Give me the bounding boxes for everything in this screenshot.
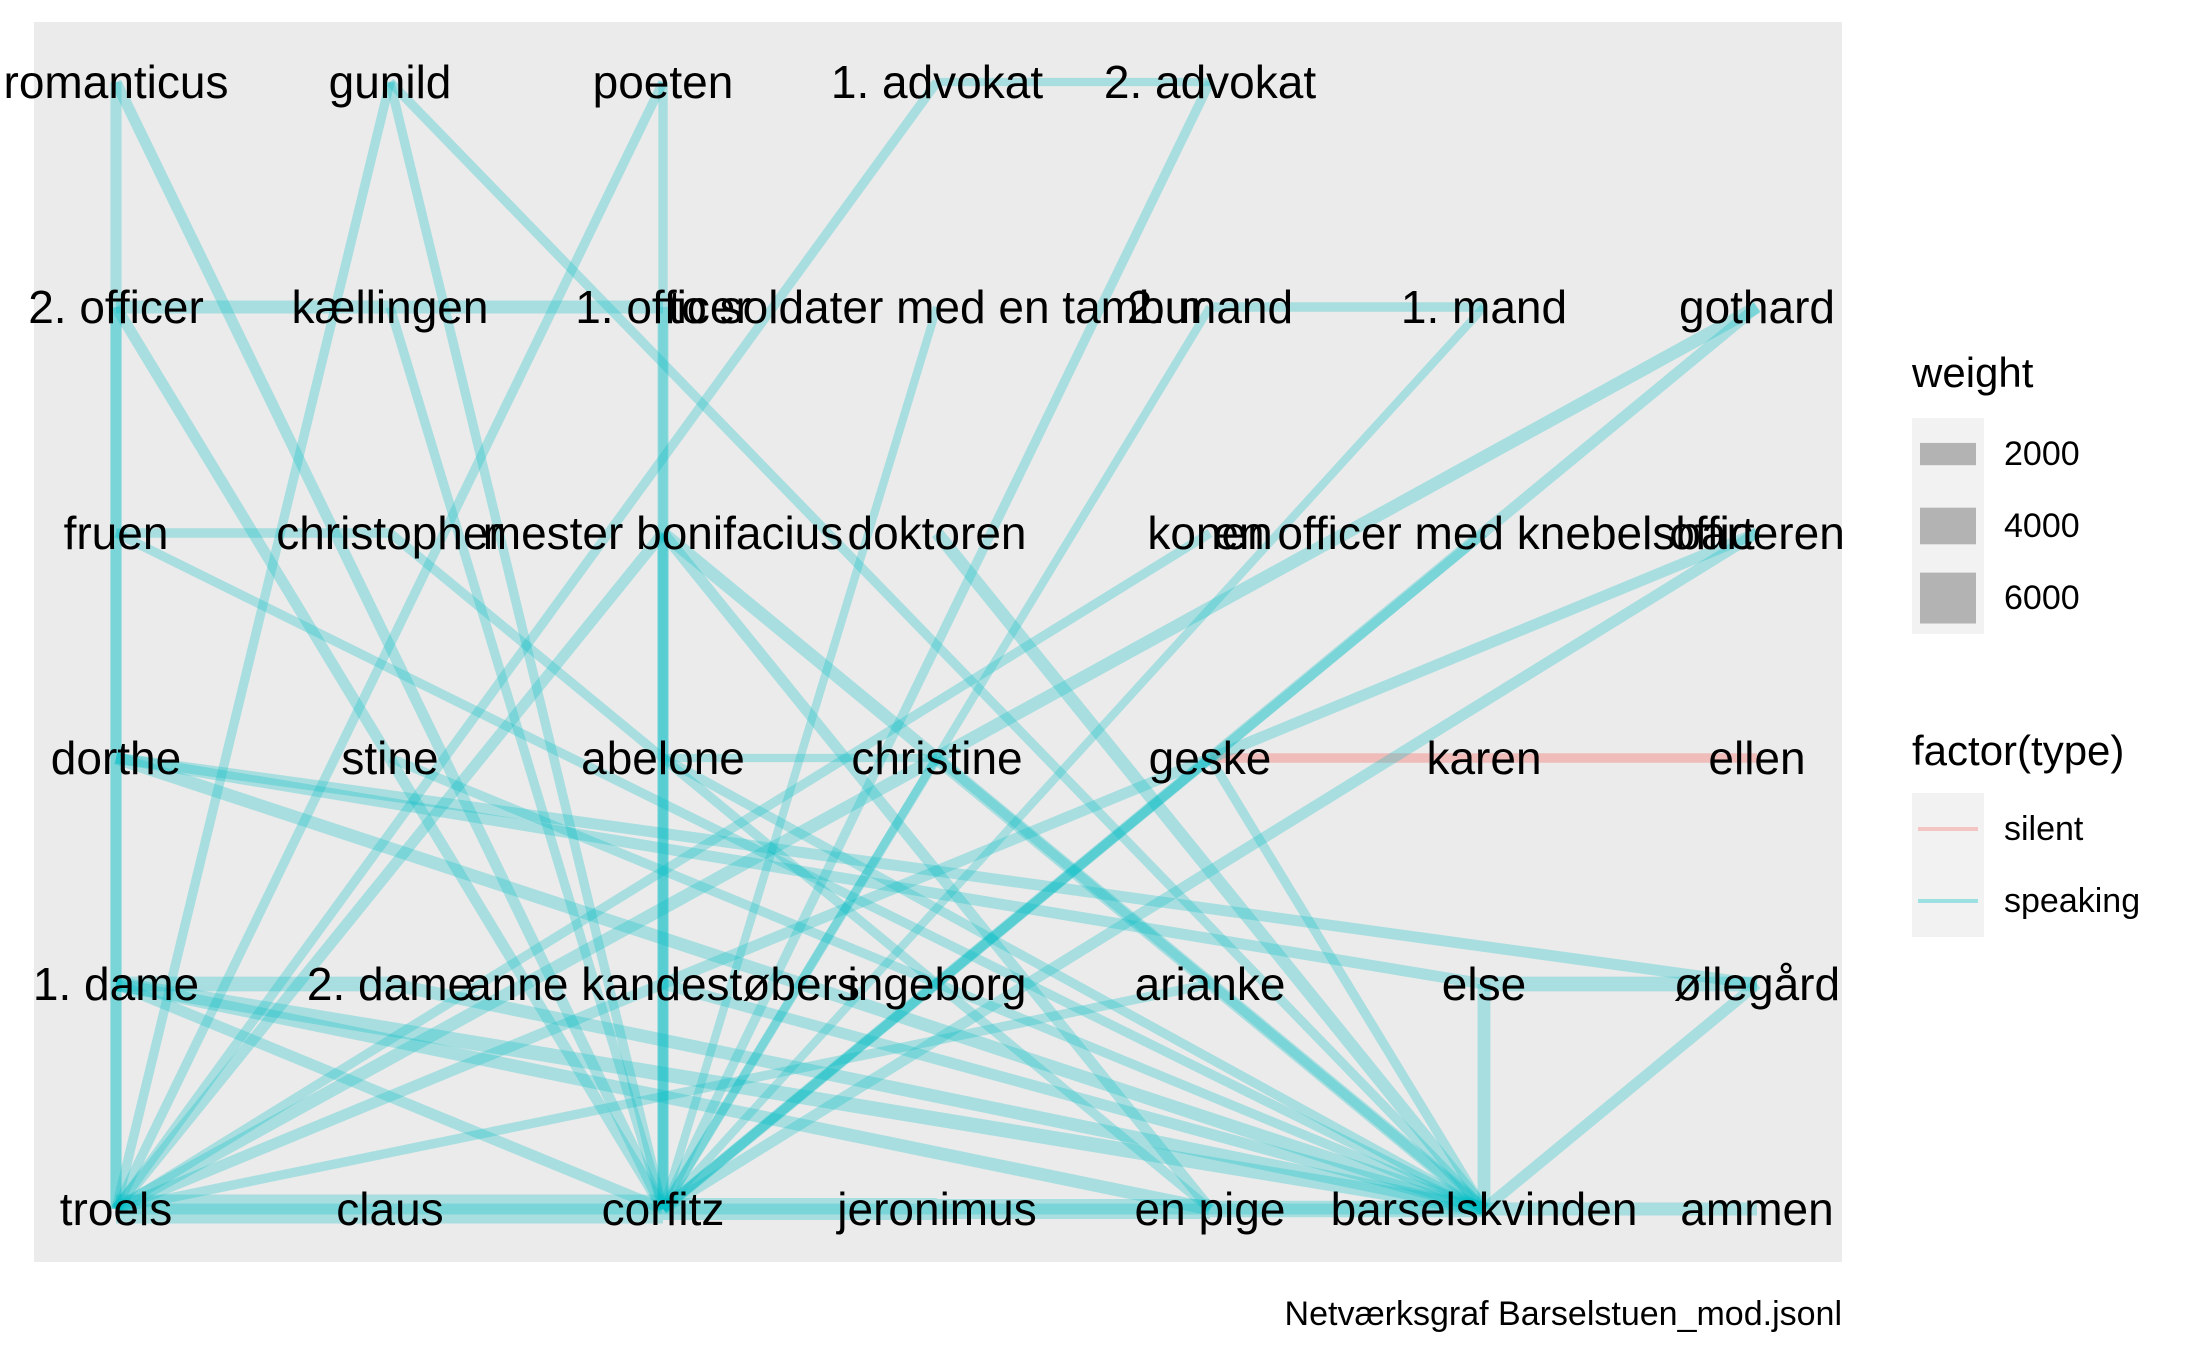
node-soldater: to soldater med en tambur — [669, 281, 1206, 333]
edge-gunild-troels — [111, 80, 395, 1211]
node-dorthe: dorthe — [51, 732, 181, 784]
edge-dame1-corfitz — [113, 978, 666, 1215]
node-kaellingen: kællingen — [292, 281, 489, 333]
graph-caption: Netværksgraf Barselstuen_mod.jsonl — [1285, 1295, 1842, 1333]
edge-dame1-pige — [114, 977, 1212, 1216]
edge-abelone-barselskvinden — [660, 753, 1487, 1214]
node-dame1: 1. dame — [33, 958, 199, 1010]
type-legend-label: silent — [2004, 810, 2084, 848]
node-gothard: gothard — [1679, 281, 1835, 333]
node-mand2: 2. mand — [1127, 281, 1293, 333]
node-fruen: fruen — [64, 507, 169, 559]
edge-arianke-troels — [115, 979, 1211, 1214]
node-dame2: 2. dame — [307, 958, 473, 1010]
node-doktoren: doktoren — [847, 507, 1026, 559]
edge-advokat2-corfitz — [658, 79, 1215, 1212]
weight-legend-label: 4000 — [2004, 507, 2080, 545]
weight-key-2000 — [1920, 442, 1976, 466]
edge-geske-barselskvinden — [1205, 755, 1489, 1212]
node-anne: anne kandestøbers — [466, 958, 860, 1010]
edge-christine-barselskvinden — [934, 754, 1487, 1213]
edge-gothard-corfitz — [659, 302, 1761, 1214]
weight-legend: weight 2000 4000 6000 — [1911, 349, 2080, 634]
edge-poeten-troels — [111, 79, 668, 1212]
node-ollegard: øllegård — [1674, 958, 1840, 1010]
node-advokat1: 1. advokat — [831, 56, 1043, 108]
node-else: else — [1442, 958, 1526, 1010]
node-layer: romanticus gunild poeten 1. advokat 2. advok… — [4, 56, 1845, 1235]
plot-panel — [34, 22, 1842, 1262]
edge-christine-corfitz — [658, 755, 942, 1212]
edge-layer — [110, 77, 1761, 1224]
type-legend: factor(type) silent speaking — [1912, 727, 2140, 937]
edge-gunild-corfitz — [385, 80, 668, 1211]
edge-gothard-troels — [112, 301, 1761, 1215]
edge-advokat1-troels — [112, 79, 941, 1212]
edge-dorthe-ollegard — [115, 752, 1758, 990]
node-officeren: officeren — [1669, 507, 1845, 559]
node-romanticus: romanticus — [4, 56, 229, 108]
edge-christopher-pige — [387, 529, 1213, 1213]
edge-soldater-corfitz — [659, 305, 941, 1211]
edge-kaellingen-corfitz — [385, 305, 668, 1211]
node-gunild: gunild — [329, 56, 452, 108]
type-legend-key-background — [1912, 793, 1984, 937]
edge-mand1-corfitz — [659, 304, 1488, 1212]
edge-dorthe-else — [115, 752, 1485, 990]
edge-romanticus-corfitz — [111, 79, 668, 1212]
node-karen: karen — [1426, 732, 1541, 784]
node-knebelsbart: en officer med knebelsbart — [1213, 507, 1754, 559]
edge-bonifacius-troels — [111, 529, 668, 1213]
edge-ollegard-barselskvinden — [1480, 979, 1761, 1214]
node-jeronimus: jeronimus — [835, 1183, 1036, 1235]
edge-officer2-corfitz — [111, 304, 668, 1212]
node-officer1: 1. officer — [575, 281, 751, 333]
weight-key-6000 — [1920, 572, 1976, 624]
weight-legend-title: weight — [1911, 349, 2034, 396]
node-geske: geske — [1149, 732, 1272, 784]
weight-legend-label: 2000 — [2004, 435, 2080, 473]
edge-officeren-corfitz — [660, 528, 1760, 1214]
weight-legend-label: 6000 — [2004, 579, 2080, 617]
edge-doktoren-barselskvinden — [931, 528, 1490, 1214]
edge-bonifacius-pige — [658, 529, 1215, 1213]
edge-dame1-barselskvinden — [114, 976, 1486, 1217]
node-ellen: ellen — [1708, 732, 1805, 784]
edge-dorthe-barselskvinden — [113, 751, 1487, 1216]
node-bonifacius: mester bonifacius — [483, 507, 844, 559]
edge-anne-barselskvinden — [661, 978, 1486, 1215]
node-pige: en pige — [1135, 1183, 1286, 1235]
node-arianke: arianke — [1135, 958, 1286, 1010]
node-corfitz: corfitz — [602, 1183, 725, 1235]
node-konen: konen — [1147, 507, 1272, 559]
edge-fruen-barselskvinden — [113, 528, 1487, 1214]
edge-bonifacius-barselskvinden — [658, 528, 1489, 1214]
edge-officeren-troels — [113, 527, 1760, 1215]
node-claus: claus — [336, 1183, 443, 1235]
node-barselskvinden: barselskvinden — [1331, 1183, 1638, 1235]
edge-geske-corfitz — [660, 754, 1213, 1213]
edge-stine-barselskvinden — [388, 753, 1486, 1214]
node-poeten: poeten — [593, 56, 734, 108]
edge-gunild-barselskvinden — [386, 78, 1488, 1213]
edge-mand2-corfitz — [659, 304, 1214, 1212]
edge-konen-troels — [113, 529, 1213, 1213]
weight-key-4000 — [1920, 507, 1976, 545]
node-christine: christine — [851, 732, 1022, 784]
node-abelone: abelone — [581, 732, 745, 784]
type-legend-title: factor(type) — [1912, 727, 2124, 774]
edge-knebelsbart-corfitz — [660, 529, 1487, 1213]
type-legend-label: speaking — [2004, 882, 2140, 920]
node-ingeborg: ingeborg — [847, 958, 1026, 1010]
node-stine: stine — [341, 732, 438, 784]
node-officer2: 2. officer — [28, 281, 204, 333]
node-advokat2: 2. advokat — [1104, 56, 1316, 108]
edge-dame2-barselskvinden — [388, 977, 1486, 1216]
node-ammen: ammen — [1680, 1183, 1833, 1235]
node-troels: troels — [60, 1183, 172, 1235]
node-mand1: 1. mand — [1401, 281, 1567, 333]
node-christopher: christopher — [276, 507, 504, 559]
